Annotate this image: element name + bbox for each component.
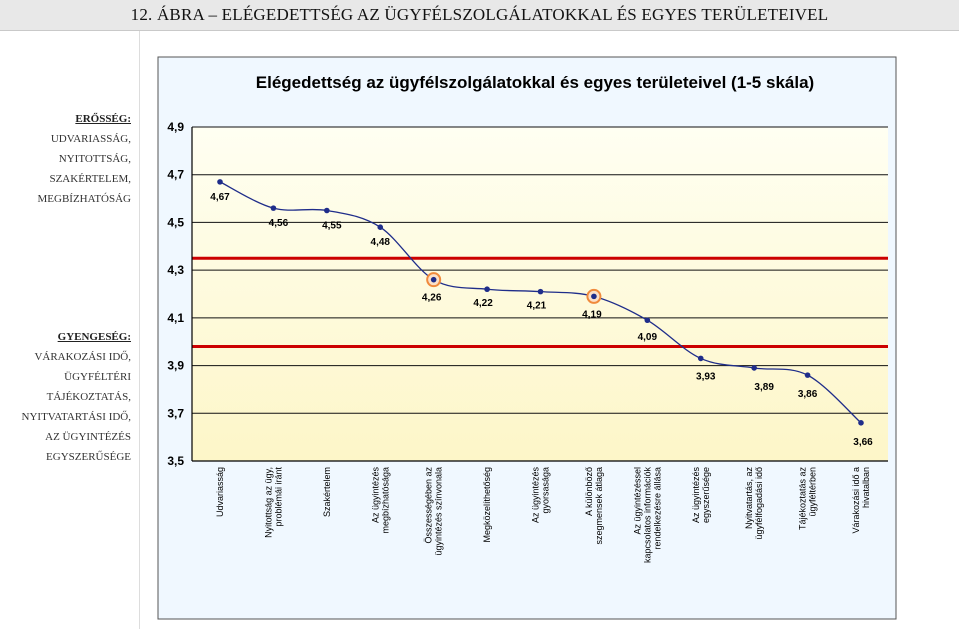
data-label: 4,55 <box>322 221 342 232</box>
y-tick-label: 4,9 <box>167 120 184 134</box>
x-category-line: egyszerűsége <box>701 467 711 523</box>
x-category-line: megbízhatósága <box>380 467 390 534</box>
x-category-label: Az ügyintézés egyszerűsége <box>691 467 711 524</box>
x-category-line: szegmensek átlaga <box>594 467 604 545</box>
x-category-line: rendelkezésre állása <box>652 467 662 550</box>
y-tick-label: 3,9 <box>167 359 184 373</box>
chart-title: Elégedettség az ügyfélszolgálatokkal és … <box>256 73 814 92</box>
strength-item: UDVARIASSÁG, <box>50 133 131 145</box>
data-point <box>377 224 384 230</box>
reference-lines <box>192 256 888 348</box>
x-category-line: problémái iránt <box>273 467 283 527</box>
y-tick-label: 4,1 <box>167 311 184 325</box>
strength-item: NYITOTTSÁG, <box>58 153 131 165</box>
data-point <box>324 207 330 214</box>
weakness-item: ÜGYFÉLTÉRI <box>64 371 131 383</box>
x-category-line: kapcsolatos információk <box>642 467 652 564</box>
data-point <box>484 286 490 293</box>
x-category-line: Nyitvatartás, az <box>744 467 754 530</box>
data-label: 3,93 <box>696 371 716 382</box>
x-category-line: Megközelíthetőség <box>482 467 492 543</box>
x-category-label: Várakozási idő a hivatalban <box>851 467 871 534</box>
x-category-line: Az ügyintézés <box>531 467 541 524</box>
x-category-label: Nyitottság az ügy, problémái iránt <box>263 467 283 538</box>
strength-item: MEGBÍZHATÓSÁG <box>37 193 132 205</box>
page-title: 12. ÁBRA – ELÉGEDETTSÉG AZ ÜGYFÉLSZOLGÁL… <box>130 5 829 24</box>
gridlines <box>192 126 888 462</box>
x-category-line: Udvariasság <box>215 467 225 517</box>
data-label: 4,67 <box>210 192 230 203</box>
x-category-line: ügyféltérben <box>808 467 818 517</box>
data-labels: 4,67 4,56 4,55 4,48 4,26 4,22 4,21 4,19 4,09 3,93… <box>210 192 873 448</box>
y-tick-label: 4,7 <box>167 168 184 182</box>
data-series <box>217 179 864 426</box>
x-category-line: Tájékoztatás az <box>798 467 808 531</box>
x-category-labels: Udvariasság Nyitottság az ügy, problémái i… <box>215 467 871 564</box>
x-category-line: ügyintézés színvonala <box>434 467 444 556</box>
strength-item: SZAKÉRTELEM, <box>49 173 131 185</box>
weakness-block: GYENGESÉG: VÁRAKOZÁSI IDŐ, ÜGYFÉLTÉRI TÁ… <box>22 327 131 467</box>
x-category-line: hivatalban <box>861 467 871 508</box>
x-category-label: Szakértelem <box>322 467 332 517</box>
data-label: 3,89 <box>754 382 774 393</box>
x-category-line: Az ügyintézés <box>691 467 701 524</box>
x-category-line: Várakozási idő a <box>851 467 861 534</box>
weakness-heading: GYENGESÉG: <box>57 331 131 343</box>
data-label: 4,21 <box>527 301 547 312</box>
axes <box>191 127 888 462</box>
data-label: 3,86 <box>798 389 818 400</box>
satisfaction-line-chart: Elégedettség az ügyfélszolgálatokkal és … <box>157 56 897 620</box>
left-panel: ERŐSSÉG: UDVARIASSÁG, NYITOTTSÁG, SZAKÉR… <box>0 31 140 629</box>
data-label: 4,09 <box>638 332 658 343</box>
x-category-label: Tájékoztatás az ügyféltérben <box>798 467 818 531</box>
y-tick-label: 3,7 <box>167 406 184 420</box>
x-category-line: Szakértelem <box>322 467 332 517</box>
x-category-label: Megközelíthetőség <box>482 467 492 543</box>
x-category-line: Az ügyintézéssel <box>632 467 642 535</box>
data-point <box>751 365 757 371</box>
data-point <box>858 420 864 426</box>
data-point <box>644 317 651 324</box>
y-tick-labels: 4,9 4,7 4,5 4,3 4,1 3,9 3,7 3,5 <box>167 120 184 468</box>
x-category-line: Nyitottság az ügy, <box>263 467 273 538</box>
data-point <box>591 293 597 300</box>
x-category-label: Udvariasság <box>215 467 225 517</box>
title-bar: 12. ÁBRA – ELÉGEDETTSÉG AZ ÜGYFÉLSZOLGÁL… <box>0 0 959 31</box>
y-tick-label: 4,3 <box>167 263 184 277</box>
x-category-line: A különböző <box>584 467 594 516</box>
data-point <box>430 276 437 283</box>
y-tick-label: 3,5 <box>167 454 184 468</box>
x-category-line: gyorsasága <box>541 467 551 514</box>
x-category-line: Összességében az <box>424 467 434 544</box>
data-label: 4,26 <box>422 293 442 304</box>
chart-area: Elégedettség az ügyfélszolgálatokkal és … <box>140 31 959 629</box>
data-point <box>804 372 811 378</box>
x-category-label: Az ügyintézés gyorsasága <box>531 467 551 524</box>
x-category-label: Az ügyintézéssel kapcsolatos információk r… <box>632 467 662 564</box>
weakness-item: AZ ÜGYINTÉZÉS <box>45 431 131 443</box>
strength-block: ERŐSSÉG: UDVARIASSÁG, NYITOTTSÁG, SZAKÉR… <box>38 109 132 209</box>
data-label: 4,56 <box>269 218 289 229</box>
data-label: 4,48 <box>371 237 391 248</box>
x-category-label: Nyitvatartás, az ügyfélfogadási idő <box>744 467 764 540</box>
y-tick-label: 4,5 <box>167 215 184 229</box>
data-point <box>697 355 704 362</box>
weakness-item: NYITVATARTÁSI IDŐ, <box>21 411 131 423</box>
data-point <box>537 288 544 295</box>
x-category-label: Az ügyintézés megbízhatósága <box>370 467 390 534</box>
data-label: 4,19 <box>582 309 602 320</box>
data-label: 3,66 <box>853 437 873 448</box>
weakness-item: VÁRAKOZÁSI IDŐ, <box>34 351 131 363</box>
strength-heading: ERŐSSÉG: <box>75 113 131 125</box>
x-category-line: ügyfélfogadási idő <box>754 467 764 540</box>
data-point <box>270 205 277 211</box>
data-label: 4,22 <box>473 298 493 309</box>
x-category-line: Az ügyintézés <box>370 467 380 524</box>
weakness-item: TÁJÉKOZTATÁS, <box>46 391 131 403</box>
x-category-label: A különböző szegmensek átlaga <box>584 467 604 545</box>
x-category-label: Összességében az ügyintézés színvonala <box>424 467 444 556</box>
data-point <box>217 179 223 185</box>
weakness-item: EGYSZERŰSÉGE <box>46 451 131 463</box>
